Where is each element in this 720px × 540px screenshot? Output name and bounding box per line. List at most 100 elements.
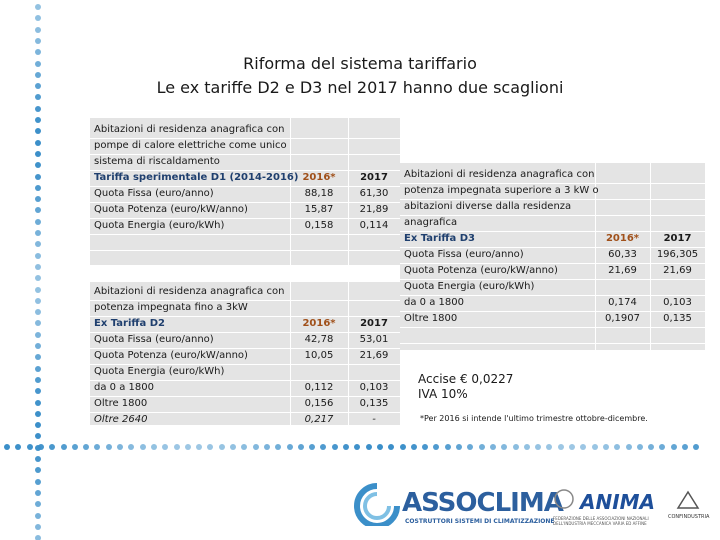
decor-dot: [35, 252, 41, 259]
decor-dot: [580, 444, 587, 450]
table-value: 21,69: [608, 265, 637, 276]
table-value: 21,69: [359, 350, 389, 361]
grid-line: [90, 364, 400, 365]
logo-text: ANIMA: [580, 490, 656, 514]
decor-dot: [35, 410, 41, 417]
decor-dot: [546, 444, 553, 450]
table-value: 2016*: [605, 233, 640, 244]
decor-dot: [35, 37, 41, 44]
decor-dot: [35, 230, 41, 236]
grid-line: [400, 279, 705, 280]
decor-dot: [150, 444, 157, 450]
decor-dot: [35, 94, 41, 101]
decor-dot: [37, 444, 44, 450]
decor-dot: [659, 444, 666, 450]
decor-dot: [512, 444, 519, 450]
decor-dot: [35, 365, 41, 372]
decor-dot: [49, 444, 56, 450]
decor-dot: [35, 478, 41, 485]
decor-dot: [35, 184, 41, 191]
decor-dot: [422, 444, 429, 450]
grid-line: [400, 231, 705, 232]
decor-dot: [35, 467, 41, 474]
grid-line: [90, 170, 400, 171]
table: [400, 163, 705, 350]
decor-dot: [117, 444, 123, 450]
table-label: Abitazioni di residenza anagrafica con: [94, 286, 285, 297]
table-value: 42,78: [304, 334, 334, 345]
decor-dot: [35, 320, 41, 327]
decor-dot: [35, 49, 41, 56]
grid-line: [90, 316, 400, 317]
grid-line: [90, 300, 400, 301]
decor-dot: [196, 444, 203, 450]
table-label: Oltre 1800: [404, 313, 458, 324]
grid-line: [400, 215, 705, 216]
decor-dot: [410, 444, 417, 450]
decor-dot: [35, 71, 41, 78]
table-value: 0,103: [663, 297, 692, 308]
decor-dot: [35, 26, 41, 33]
decor-dot: [35, 512, 41, 519]
decor-dot: [35, 489, 41, 496]
decor-dot: [444, 444, 451, 450]
decor-dot: [263, 444, 270, 450]
table-value: 196,305: [656, 249, 699, 260]
decor-dot: [636, 444, 643, 450]
grid-line: [90, 250, 400, 251]
decor-dot: [569, 444, 575, 450]
grid-line: [90, 332, 400, 333]
table-value: 61,30: [359, 188, 389, 199]
grid-line: [90, 138, 400, 139]
decor-dot: [297, 444, 304, 450]
decor-dot: [35, 501, 41, 508]
grid-line: [400, 199, 705, 200]
decor-dot: [4, 444, 10, 450]
table-label: Quota Fissa (euro/anno): [94, 188, 214, 199]
decor-dot: [35, 15, 41, 22]
decor-dot: [625, 444, 632, 450]
decor-dot: [35, 343, 41, 349]
decor-dot: [35, 388, 41, 395]
table-value: 2017: [663, 233, 692, 244]
decor-dot: [35, 354, 41, 361]
grid-line: [400, 247, 705, 248]
decor-dot: [467, 444, 474, 450]
table-label: Quota Energia (euro/kWh): [94, 366, 225, 377]
note: IVA 10%: [418, 387, 468, 401]
decor-dot: [320, 444, 327, 450]
decor-dot: [35, 117, 41, 123]
logo-mark: [354, 483, 400, 526]
grid-line: [400, 327, 705, 328]
decor-dot: [35, 150, 41, 157]
decor-dot: [71, 444, 78, 450]
table-value: 2017: [360, 318, 388, 329]
decor-dot: [501, 444, 508, 450]
table-label: Ex Tariffa D2: [94, 318, 165, 329]
decor-dot: [139, 444, 146, 450]
table-label: Oltre 1800: [94, 398, 148, 409]
table-label: da 0 a 1800: [94, 382, 154, 393]
table-label: Quota Potenza (euro/kW/anno): [94, 204, 248, 215]
table-value: 53,01: [359, 334, 389, 345]
decor-dot: [535, 444, 542, 450]
table-label: da 0 a 1800: [404, 297, 464, 308]
table-value: 88,18: [304, 188, 334, 199]
decor-dot: [128, 444, 135, 450]
decor-dot: [35, 399, 41, 406]
decor-dot: [35, 207, 41, 214]
table-value: 0,174: [608, 297, 637, 308]
grid-line: [400, 311, 705, 312]
decor-dot: [83, 444, 90, 450]
decor-dot: [35, 275, 41, 282]
decor-dot: [35, 286, 41, 293]
decor-dot: [35, 173, 41, 180]
table-label: Ex Tariffa D3: [404, 233, 475, 244]
decor-dot: [35, 309, 41, 316]
decor-dot: [591, 444, 598, 450]
grid-line: [90, 348, 400, 349]
table-value: 0,103: [359, 382, 389, 393]
grid-line: [90, 202, 400, 203]
decor-dot: [35, 422, 41, 429]
